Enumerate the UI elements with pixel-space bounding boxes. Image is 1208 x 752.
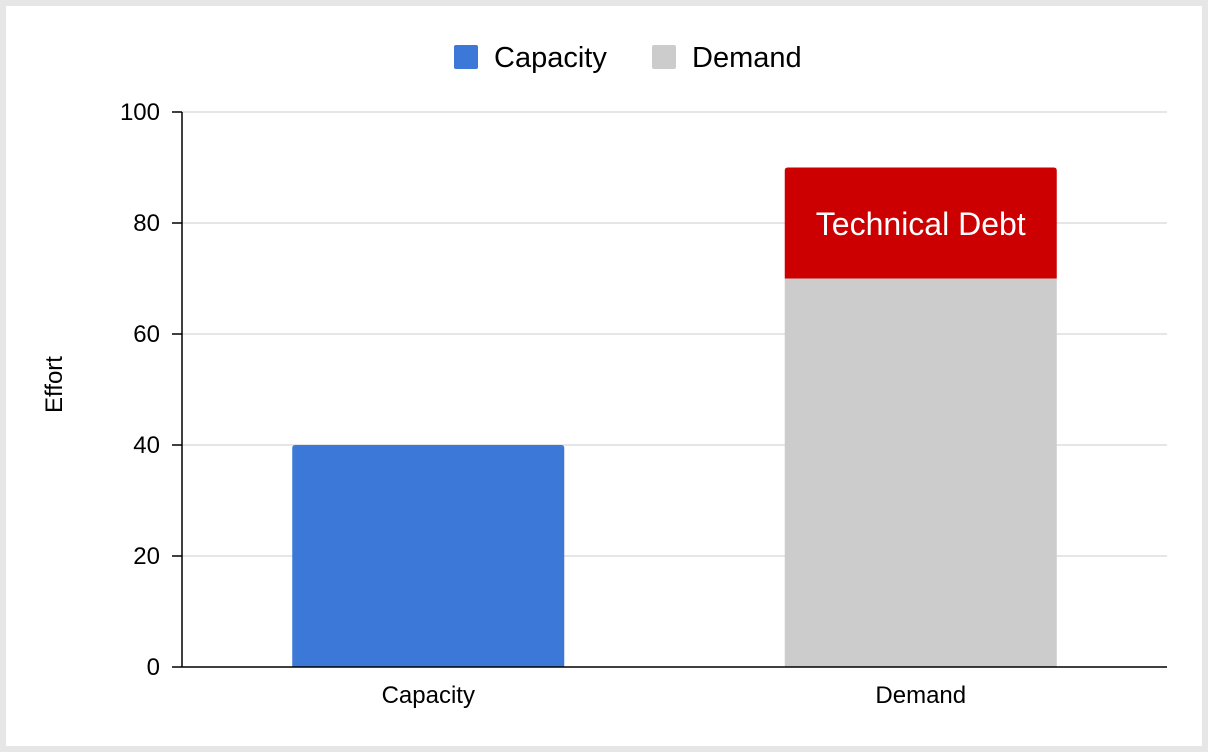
y-ticks: 0 20 40 60 80 100 — [120, 99, 182, 681]
bar-segment-demand — [784, 278, 1057, 667]
x-tick-label: Capacity — [382, 682, 475, 709]
axes — [181, 112, 1167, 668]
y-tick-label: 20 — [133, 543, 160, 570]
y-tick-label: 40 — [133, 432, 160, 459]
y-tick-label: 80 — [133, 210, 160, 237]
chart-frame: Technical Debt 0 20 40 60 80 100 Capacity Dema… — [6, 6, 1202, 746]
y-tick-label: 60 — [133, 321, 160, 348]
legend-swatch — [652, 45, 676, 69]
bar-segment-demand — [784, 167, 1057, 279]
x-tick-label: Demand — [875, 682, 966, 709]
legend-label: Capacity — [494, 42, 607, 74]
x-ticks: Capacity Demand — [382, 682, 967, 709]
legend-swatch — [454, 45, 478, 69]
legend: Capacity Demand — [454, 42, 802, 74]
y-tick-label: 100 — [120, 99, 160, 126]
bars: Technical Debt — [292, 167, 1057, 667]
legend-label: Demand — [692, 42, 802, 74]
bar-segment-capacity — [292, 445, 565, 667]
bar-annotation-label: Technical Debt — [816, 206, 1026, 242]
y-tick-label: 0 — [147, 654, 160, 681]
chart-svg: Technical Debt 0 20 40 60 80 100 Capacity Dema… — [41, 42, 1167, 709]
y-axis-title: Effort — [41, 356, 68, 413]
